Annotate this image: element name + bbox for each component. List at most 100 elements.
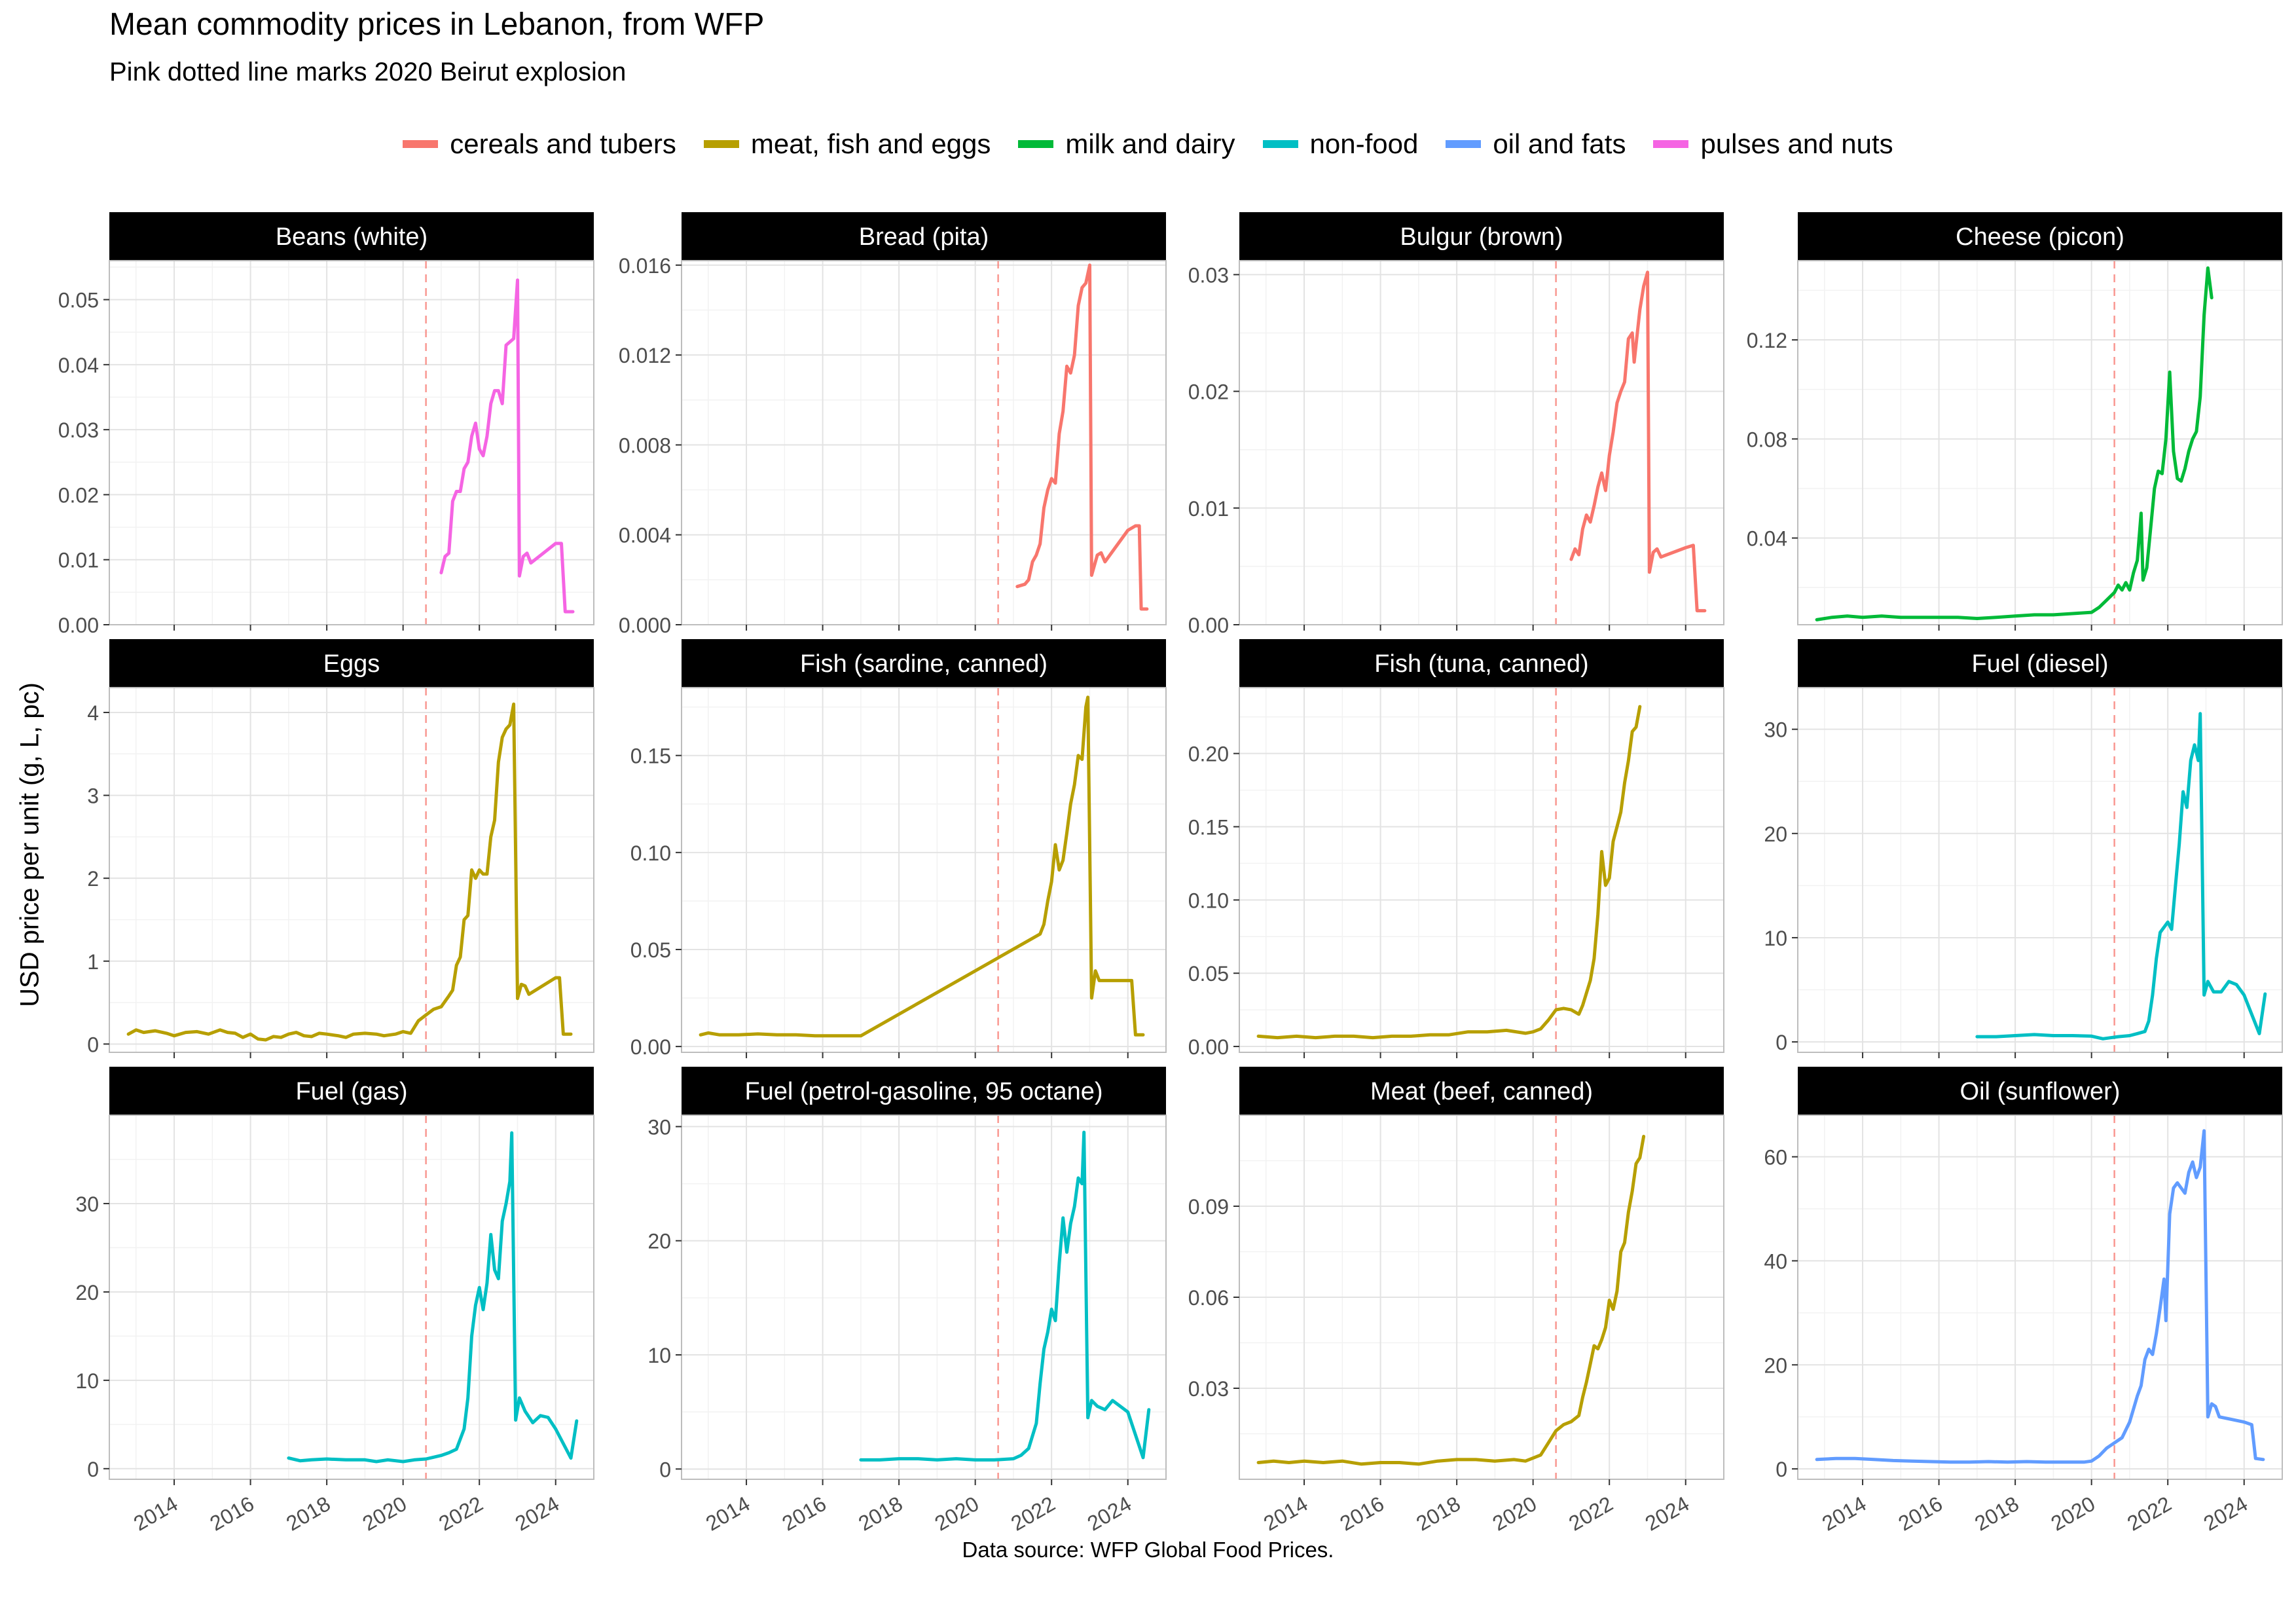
x-tick-label: 2022 [435, 1492, 487, 1536]
y-tick-label: 0.02 [58, 483, 99, 507]
x-tick-label: 2024 [1084, 1492, 1136, 1536]
legend-color-key [703, 140, 739, 148]
panel-border [681, 260, 1167, 625]
legend-label: meat, fish and eggs [750, 128, 991, 159]
facet-title: Bulgur (brown) [1400, 223, 1563, 251]
y-tick-label: 40 [1764, 1249, 1787, 1273]
chart-title: Mean commodity prices in Lebanon, from W… [109, 7, 765, 42]
x-tick-label: 2018 [1412, 1492, 1465, 1536]
y-tick-label: 0.02 [1188, 380, 1229, 404]
panel-border [1797, 1115, 2283, 1480]
series-line [1256, 705, 1642, 1040]
facet-title: Eggs [323, 650, 380, 678]
facet-strip [1239, 639, 1724, 688]
facet-strip [1798, 212, 2282, 261]
y-tick-label: 30 [647, 1115, 671, 1139]
legend-label: non-food [1309, 128, 1419, 159]
facet-strip [1239, 212, 1724, 261]
y-tick-label: 0.00 [1188, 614, 1229, 637]
facet-strip [109, 1067, 594, 1115]
series-line [439, 278, 575, 614]
y-tick-label: 30 [1764, 718, 1787, 742]
series-line [1256, 1134, 1646, 1466]
x-tick-label: 2020 [359, 1492, 411, 1536]
facet-title: Fish (sardine, canned) [800, 650, 1048, 678]
legend-color-key [1653, 140, 1689, 148]
legend-label: pulses and nuts [1700, 128, 1893, 159]
facet-panel: Fuel (diesel)010203020142016201820202022… [1764, 639, 2283, 1109]
y-tick-label: 20 [1764, 1354, 1787, 1377]
y-tick-label: 4 [87, 701, 99, 725]
y-tick-label: 0.00 [1188, 1035, 1229, 1059]
series-line [1815, 1129, 2265, 1464]
facet-panel: Eggs01234201420162018202020222024 [87, 639, 594, 1109]
y-tick-label: 0.04 [58, 354, 99, 377]
panel-border [109, 687, 594, 1053]
facet-panel: Fuel (gas) 0 10 20 30 2014 2016 2018 2020 2022 202… [75, 1067, 594, 1536]
y-tick-label: 0 [1776, 1031, 1787, 1054]
panel-border [109, 260, 594, 625]
y-tick-label: 10 [647, 1344, 671, 1367]
y-tick-label: 0.00 [58, 614, 99, 637]
panel-border [109, 1115, 594, 1480]
facet-panel: Fish (sardine, canned)0.000.050.100.1520… [630, 639, 1167, 1109]
facet-strip [109, 639, 594, 688]
y-tick-label: 3 [87, 784, 99, 808]
y-tick-label: 0 [1776, 1458, 1787, 1481]
y-tick-label: 10 [75, 1369, 99, 1393]
x-tick-label: 2018 [1971, 1492, 2023, 1536]
y-tick-label: 1 [87, 950, 99, 974]
facet-title: Bread (pita) [859, 223, 989, 251]
legend: cereals and tubers meat, fish and eggs mil… [0, 123, 2296, 165]
facet-panel: Cheese (picon)0.040.080.1220142016201820… [1747, 212, 2283, 681]
y-tick-label: 0.03 [58, 418, 99, 442]
facet-panel: Oil (sunflower) 0 20 40 60 2014 2016 2018 2020 20… [1764, 1067, 2283, 1536]
x-tick-label: 2016 [206, 1492, 258, 1536]
series-line [699, 695, 1145, 1038]
x-tick-label: 2016 [1894, 1492, 1946, 1536]
y-tick-label: 0.08 [1747, 428, 1787, 451]
y-tick-label: 0.05 [58, 289, 99, 312]
legend-item: oil and fats [1446, 128, 1626, 160]
y-tick-label: 0.12 [1747, 329, 1787, 352]
facet-panel: Bulgur (brown)0.000.010.020.032014201620… [1188, 212, 1724, 681]
facet-strip [682, 1067, 1166, 1115]
series-line [1015, 263, 1149, 611]
y-tick-label: 0.05 [630, 938, 671, 962]
y-tick-label: 20 [647, 1230, 671, 1253]
y-tick-label: 0.15 [1188, 816, 1229, 840]
series-line [1815, 266, 2214, 621]
legend-label: oil and fats [1493, 128, 1626, 159]
series-line [1569, 270, 1707, 613]
x-tick-label: 2016 [778, 1492, 830, 1536]
series-line [1975, 712, 2267, 1041]
x-tick-label: 2014 [702, 1492, 754, 1536]
facet-panel: Meat (beef, canned) 0.03 0.06 0.09 2014 2016 2… [1188, 1067, 1724, 1536]
legend-item: meat, fish and eggs [703, 128, 991, 160]
y-tick-label: 0 [659, 1458, 671, 1481]
x-tick-label: 2018 [854, 1492, 907, 1536]
y-tick-label: 60 [1764, 1146, 1787, 1170]
legend-color-key [403, 140, 439, 148]
legend-color-key [1446, 140, 1482, 148]
y-tick-label: 0.012 [619, 344, 671, 367]
x-tick-label: 2020 [1489, 1492, 1541, 1536]
y-tick-label: 0.05 [1188, 962, 1229, 986]
facet-panel: Fuel (petrol-gasoline, 95 octane) 0 10 20 30… [647, 1067, 1167, 1536]
y-tick-label: 0.06 [1188, 1286, 1229, 1310]
x-tick-label: 2022 [2123, 1492, 2176, 1536]
legend-item: milk and dairy [1018, 128, 1235, 160]
y-tick-label: 0.00 [630, 1035, 671, 1059]
y-tick-label: 2 [87, 867, 99, 891]
x-tick-label: 2020 [931, 1492, 983, 1536]
facet-title: Fuel (diesel) [1971, 650, 2108, 678]
y-tick-label: 0.000 [619, 614, 671, 637]
y-tick-label: 0 [87, 1458, 99, 1481]
series-line [126, 702, 573, 1042]
legend-color-key [1018, 140, 1054, 148]
legend-label: milk and dairy [1065, 128, 1235, 159]
x-tick-label: 2014 [1818, 1492, 1870, 1536]
x-tick-label: 2024 [511, 1492, 564, 1536]
facet-strip [109, 212, 594, 261]
